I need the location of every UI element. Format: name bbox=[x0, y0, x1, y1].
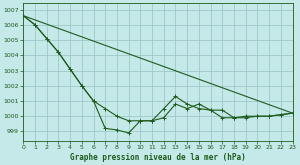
X-axis label: Graphe pression niveau de la mer (hPa): Graphe pression niveau de la mer (hPa) bbox=[70, 152, 246, 162]
